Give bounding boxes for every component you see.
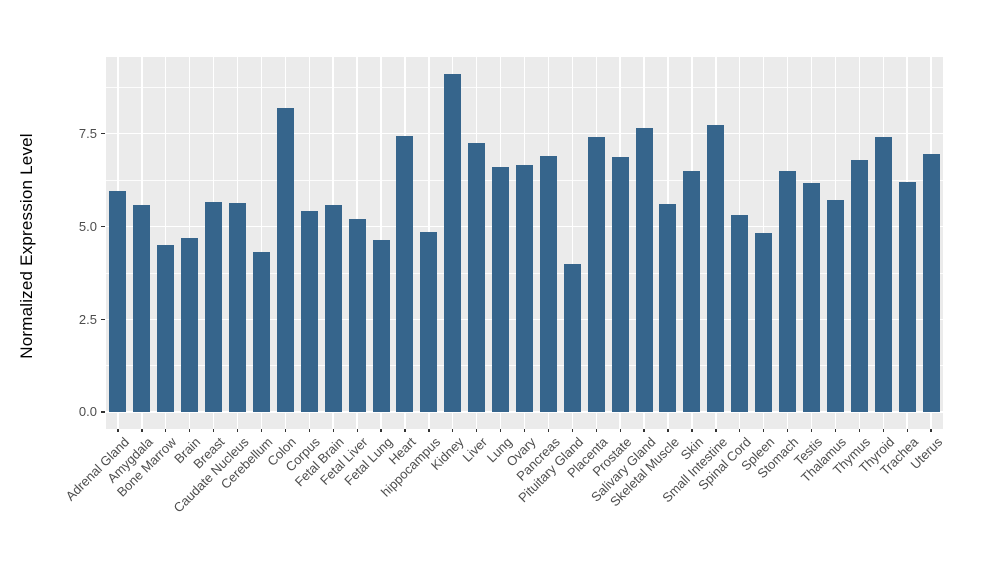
x-tick-mark xyxy=(117,429,119,432)
x-tick-mark xyxy=(763,429,765,432)
gridline-vertical xyxy=(165,57,167,429)
x-tick-mark xyxy=(571,429,574,432)
x-tick-mark xyxy=(308,429,310,432)
gridline-vertical xyxy=(260,57,263,429)
bar-spleen xyxy=(755,232,773,412)
x-tick-mark xyxy=(882,429,884,432)
bar-small-intestine xyxy=(707,124,725,412)
plot-panel xyxy=(106,57,943,429)
gridline-minor xyxy=(106,87,943,88)
bar-ovary xyxy=(516,165,533,412)
x-tick-mark xyxy=(930,429,932,432)
x-tick-mark xyxy=(619,429,621,432)
bar-brain xyxy=(181,238,199,412)
bar-pituitary-gland xyxy=(563,263,581,412)
bar-heart xyxy=(396,135,414,412)
bar-pancreas xyxy=(539,156,557,412)
x-tick-mark xyxy=(236,429,239,432)
x-tick-mark xyxy=(356,429,358,432)
bar-amygdala xyxy=(133,204,151,412)
x-tick-mark xyxy=(380,429,382,432)
y-tick-mark xyxy=(101,225,105,228)
y-tick-label: 5.0 xyxy=(78,218,97,234)
bar-fetal-brain xyxy=(324,204,342,412)
x-tick-mark xyxy=(523,429,526,432)
x-tick-mark xyxy=(476,429,478,432)
x-tick-mark xyxy=(906,429,908,432)
x-tick-mark xyxy=(452,429,454,432)
bar-testis xyxy=(802,182,820,412)
bar-thymus xyxy=(850,159,868,412)
x-tick-label: Liver xyxy=(460,434,491,465)
bar-skin xyxy=(683,170,701,412)
x-tick-mark xyxy=(499,429,502,432)
x-tick-mark xyxy=(332,429,334,432)
bar-breast xyxy=(205,201,223,412)
x-tick-mark xyxy=(284,429,287,432)
bar-hippocampus xyxy=(420,232,438,412)
x-tick-mark xyxy=(189,429,191,432)
bar-caudate-nucleus xyxy=(229,203,247,412)
gridline-vertical xyxy=(571,57,574,429)
y-tick-label: 7.5 xyxy=(78,126,97,142)
bar-trachea xyxy=(898,181,916,412)
bar-placenta xyxy=(587,136,605,412)
bar-stomach xyxy=(779,170,797,412)
bar-bone-marrow xyxy=(157,245,175,412)
y-tick-mark xyxy=(101,318,105,320)
bar-fetal-liver xyxy=(348,219,366,412)
bar-prostate xyxy=(611,157,629,412)
bar-thyroid xyxy=(874,136,892,412)
bar-cerebellum xyxy=(252,252,270,412)
bar-kidney xyxy=(444,74,462,412)
y-tick-mark xyxy=(101,133,105,135)
x-tick-mark xyxy=(739,429,741,432)
x-tick-mark xyxy=(404,429,406,432)
x-tick-mark xyxy=(428,429,430,432)
x-tick-mark xyxy=(547,429,550,432)
bar-uterus xyxy=(922,154,940,412)
x-tick-mark xyxy=(715,429,717,432)
bar-salivary-gland xyxy=(635,128,653,412)
bar-thalamus xyxy=(826,199,844,412)
x-tick-mark xyxy=(834,429,837,432)
bar-colon xyxy=(276,107,294,412)
gridline-major xyxy=(106,133,943,135)
gridline-major xyxy=(106,411,943,413)
bar-corpus xyxy=(300,210,318,412)
y-tick-mark xyxy=(101,411,105,413)
x-tick-mark xyxy=(213,429,215,432)
x-tick-mark xyxy=(643,429,645,432)
x-tick-mark xyxy=(810,429,813,432)
x-tick-mark xyxy=(691,429,693,432)
x-tick-mark xyxy=(260,429,263,432)
x-tick-mark xyxy=(786,429,789,432)
y-tick-label: 2.5 xyxy=(78,311,97,327)
x-tick-mark xyxy=(595,429,597,432)
bar-adrenal-gland xyxy=(109,191,127,412)
y-axis-title: Normalized Expression Level xyxy=(17,133,36,359)
bar-spinal-cord xyxy=(731,215,749,412)
y-tick-label: 0.0 xyxy=(78,404,97,420)
bar-skeletal-muscle xyxy=(659,204,677,412)
x-tick-mark xyxy=(165,429,167,432)
bar-liver xyxy=(468,143,486,412)
bar-fetal-lung xyxy=(372,240,390,412)
bar-lung xyxy=(492,167,510,412)
x-tick-mark xyxy=(141,429,143,432)
x-tick-mark xyxy=(667,429,669,432)
x-tick-mark xyxy=(858,429,860,432)
